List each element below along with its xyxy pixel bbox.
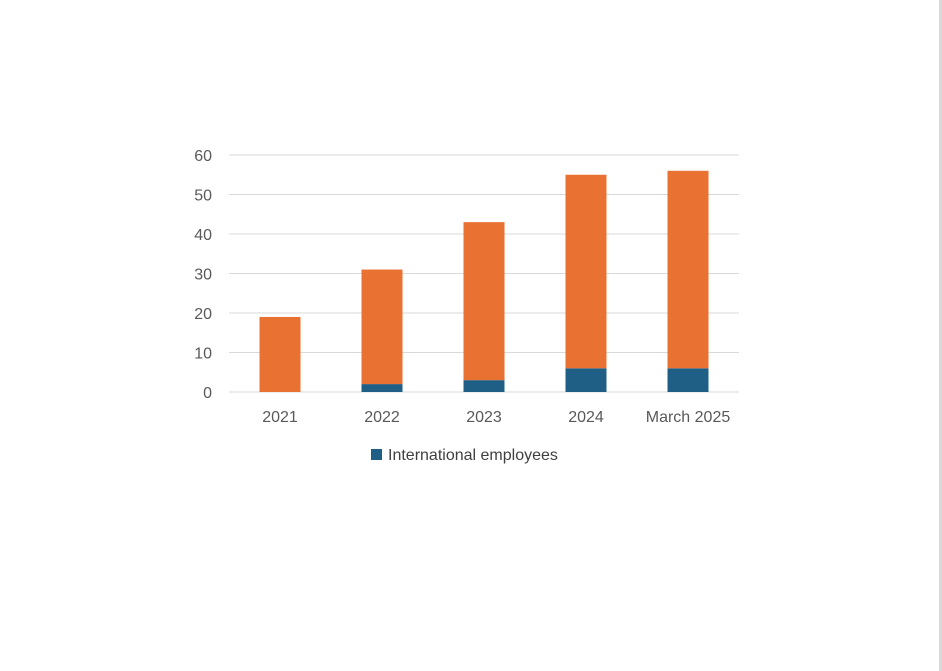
bar-other-march-2025 — [667, 170, 709, 369]
legend-swatch-international-employees — [371, 449, 382, 460]
bar-international-march-2025 — [667, 368, 709, 392]
y-tick-label-0: 0 — [203, 385, 212, 402]
x-tick-label-2021: 2021 — [262, 409, 298, 426]
legend: International employees — [371, 447, 558, 464]
bar-international-2023 — [463, 380, 505, 392]
bars — [259, 170, 709, 392]
x-tick-label-2024: 2024 — [568, 409, 604, 426]
x-tick-label-2022: 2022 — [364, 409, 400, 426]
x-axis-tick-labels: 2021 2022 2023 2024 March 2025 — [262, 409, 730, 426]
bar-international-2024 — [565, 368, 607, 392]
window-edge — [939, 0, 942, 671]
x-tick-label-march-2025: March 2025 — [646, 409, 731, 426]
bar-other-2023 — [463, 222, 505, 381]
y-tick-label-30: 30 — [194, 267, 212, 284]
y-tick-label-10: 10 — [194, 346, 212, 363]
bar-international-2022 — [361, 384, 403, 392]
bar-other-2021 — [259, 316, 301, 392]
y-tick-label-60: 60 — [194, 148, 212, 165]
y-tick-label-50: 50 — [194, 188, 212, 205]
bar-other-2024 — [565, 174, 607, 369]
bar-other-2022 — [361, 269, 403, 385]
y-axis-tick-labels: 0 10 20 30 40 50 60 — [194, 148, 212, 402]
y-tick-label-20: 20 — [194, 306, 212, 323]
legend-label-international-employees: International employees — [388, 447, 558, 464]
y-tick-label-40: 40 — [194, 227, 212, 244]
x-tick-label-2023: 2023 — [466, 409, 502, 426]
